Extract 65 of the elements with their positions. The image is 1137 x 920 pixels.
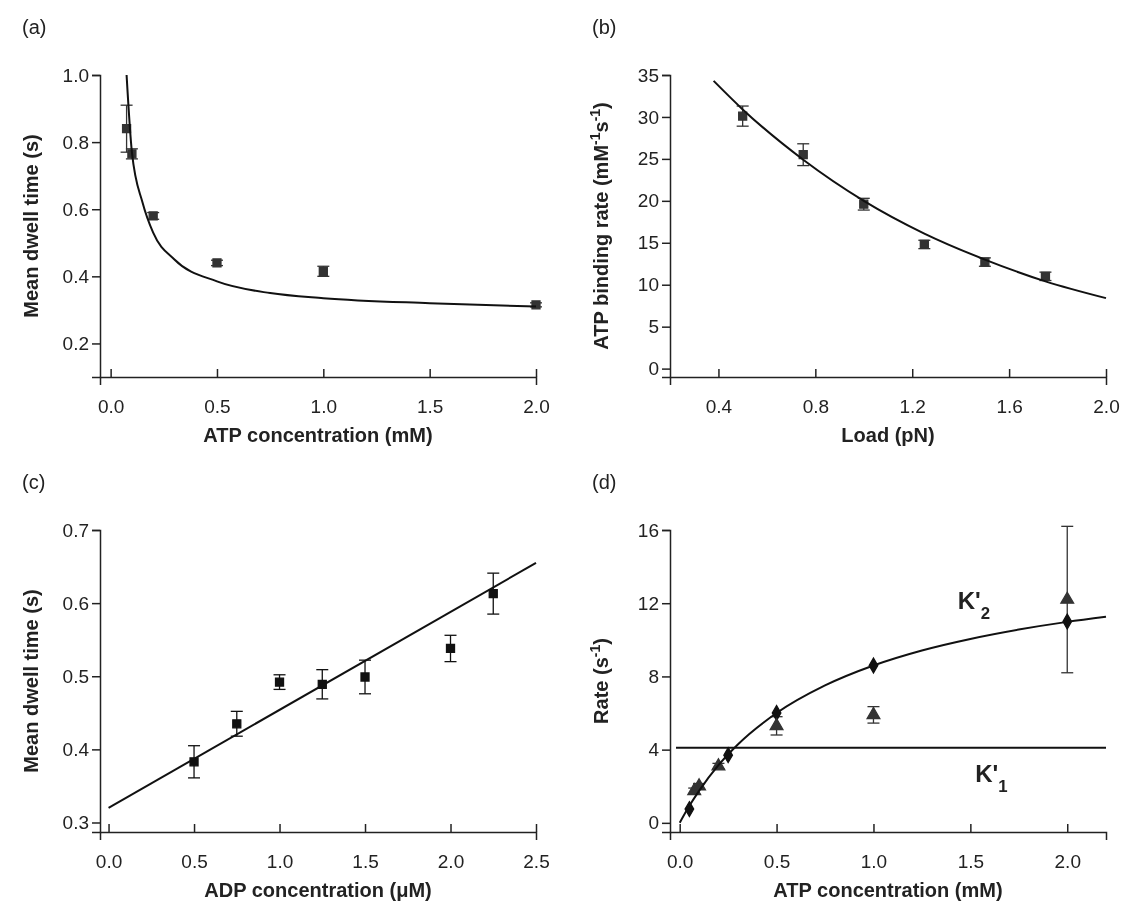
y-tick-label: 0.4 [62,265,90,287]
point [232,719,242,729]
point [488,588,498,599]
x-tick-label: 1.0 [860,850,888,872]
x-tick-label: 2.0 [523,395,550,417]
y-tick-label: 0.8 [62,131,89,153]
x-tick-label: 0.5 [181,850,208,872]
y-tick-label: 0.4 [62,738,90,760]
y-tick-label: 12 [637,592,659,614]
line-series [712,79,1107,300]
annotation: K'$_{2}$ [957,586,991,623]
x-tick-label: 0.0 [666,850,694,872]
x-tick-label: 0.0 [95,850,123,872]
chart-title: (b) [592,16,617,38]
x-tick-label: 0.5 [763,850,791,872]
x-tick-label: 0.8 [802,395,830,417]
y-tick-label: 0.6 [62,198,89,220]
y-tick-label: 15 [637,232,659,254]
x-axis-title: ATP concentration (mM) [773,879,1003,901]
point [445,643,456,654]
chart-title: (a) [22,16,47,38]
y-tick-label: 0 [648,812,659,834]
x-axis-title: ADP concentration (μM) [204,879,432,901]
point [738,111,748,121]
x-tick-label: 1.0 [310,395,338,417]
x-axis-title: ATP concentration (mM) [203,424,433,446]
y-tick-label: 10 [637,274,659,296]
y-tick-label: 0 [648,358,659,380]
y-tick-label: 0.5 [62,665,89,687]
y-tick-label: 0.2 [62,333,89,355]
point [866,706,881,720]
x-tick-label: 1.5 [352,850,379,872]
y-tick-label: 5 [648,316,659,338]
y-tick-label: 4 [648,739,660,761]
point [274,677,285,687]
x-axis-title: Load (pN) [841,424,935,446]
y-tick-label: 0.6 [62,592,89,614]
chart-title: (d) [592,471,617,493]
x-tick-label: 1.5 [957,850,985,872]
x-tick-label: 1.6 [996,395,1023,417]
y-tick-label: 0.3 [62,812,89,834]
point [769,717,784,731]
x-tick-label: 1.0 [266,850,294,872]
chart-title: (c) [22,471,46,493]
y-tick-label: 1.0 [62,64,89,86]
ref-line-label: K'$_{1}$ [975,759,1008,796]
y-axis-title: Mean dwell time (s) [20,589,42,773]
x-tick-label: 2.0 [1054,850,1081,872]
y-tick-label: 8 [648,666,659,687]
y-tick-label: 25 [637,148,659,170]
x-tick-label: 0.4 [705,395,733,417]
x-tick-label: 0.0 [97,395,125,417]
x-tick-label: 2.0 [437,850,465,872]
y-tick-label: 16 [637,519,659,541]
y-tick-label: 20 [637,190,659,212]
y-tick-label: 35 [637,64,659,86]
y-axis-title: Mean dwell time (s) [20,134,42,318]
y-tick-label: 30 [637,106,659,128]
x-tick-label: 2.0 [1093,395,1120,417]
x-tick-label: 0.5 [204,395,231,417]
x-tick-label: 2.5 [523,850,550,872]
point [360,672,370,682]
x-tick-label: 1.5 [416,395,444,417]
y-tick-label: 0.7 [62,519,89,541]
x-tick-label: 1.2 [899,395,926,417]
